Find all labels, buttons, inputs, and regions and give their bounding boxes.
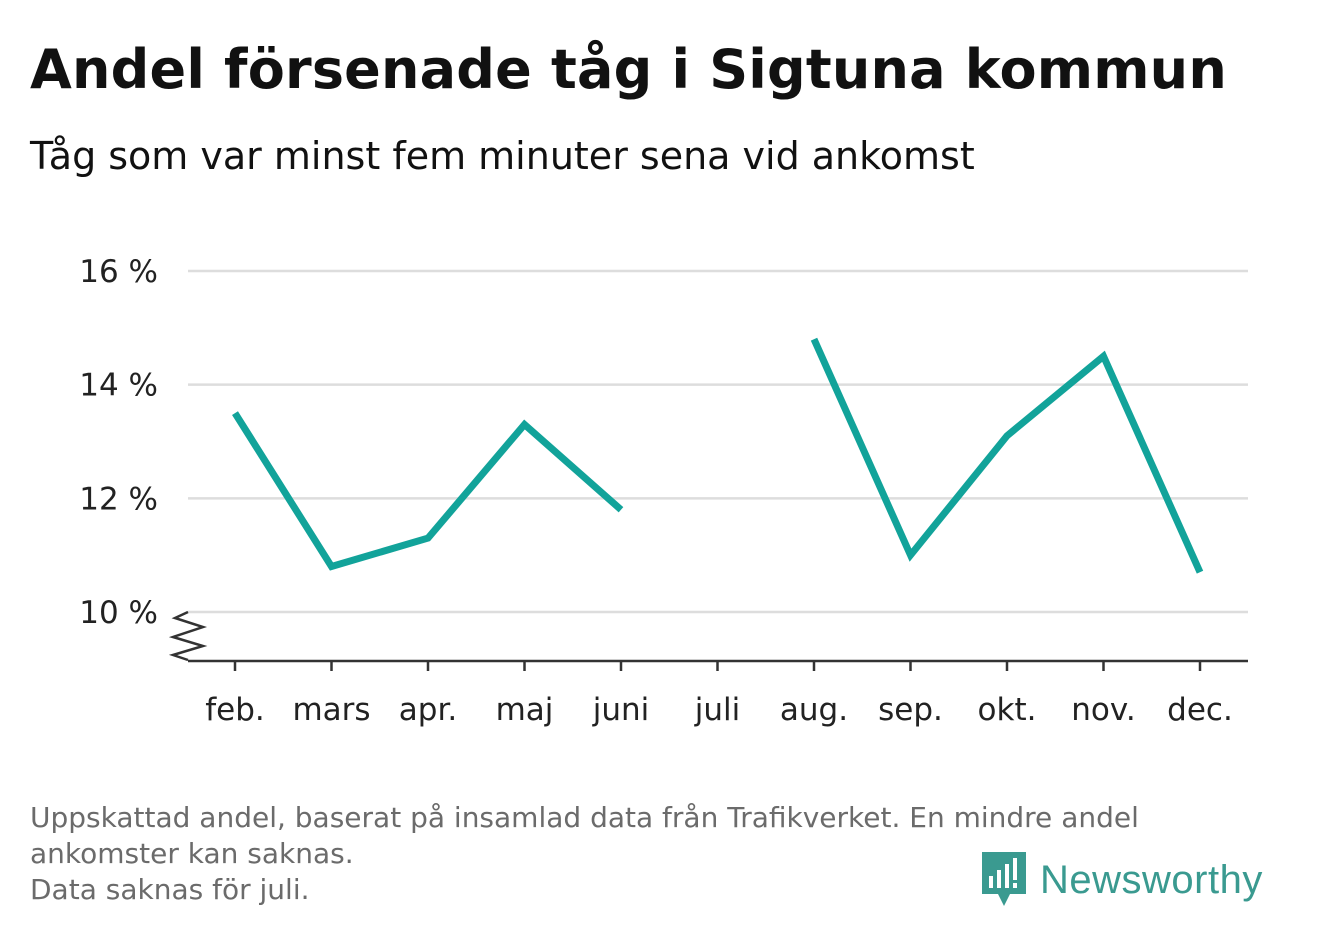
chart-subtitle: Tåg som var minst fem minuter sena vid a… [30,134,975,178]
y-tick-label: 10 % [79,595,158,631]
newsworthy-logo-icon [982,852,1026,906]
x-tick-label: dec. [1167,692,1233,728]
y-tick-label: 14 % [79,368,158,404]
x-tick-label: okt. [978,692,1037,728]
x-tick-label: aug. [780,692,848,728]
y-tick-label: 16 % [79,254,158,290]
newsworthy-logo-text: Newsworthy [1040,857,1263,902]
x-tick-label: mars [292,692,370,728]
footnote-line-3: Data saknas för juli. [30,873,310,906]
line-chart: 10 % 12 % 14 % 16 % feb. mars apr. maj juni juli a… [79,254,1248,728]
y-tick-label: 12 % [79,481,158,517]
x-tick-label: feb. [205,692,265,728]
axis-break-mark [168,610,208,662]
x-tick-label: juni [592,692,650,728]
footnote-line-1: Uppskattad andel, baserat på insamlad da… [30,801,1139,834]
x-tick-label: sep. [878,692,943,728]
x-tick-label: maj [496,692,554,728]
footnote: Uppskattad andel, baserat på insamlad da… [30,800,1280,908]
x-tick-label: juli [694,692,741,728]
footnote-line-2: ankomster kan saknas. [30,837,354,870]
series-line-segment [232,411,624,571]
series-line-segment [810,337,1204,574]
x-tick-label: nov. [1071,692,1135,728]
newsworthy-logo: Newsworthy [980,850,1263,910]
chart-title: Andel försenade tåg i Sigtuna kommun [30,38,1227,101]
x-tick-label: apr. [399,692,457,728]
